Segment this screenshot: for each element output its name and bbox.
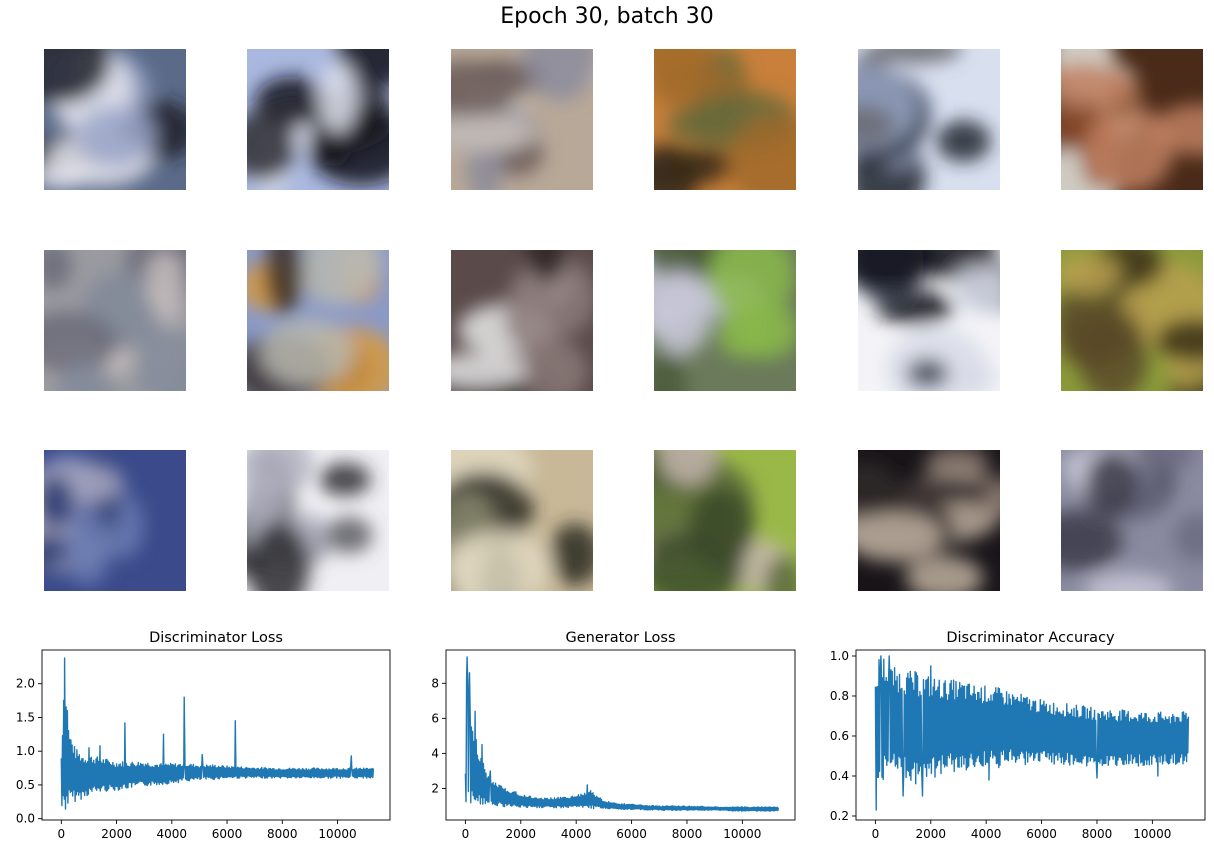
y-tick-label: 2 xyxy=(431,781,439,795)
y-tick-label: 2.0 xyxy=(16,677,35,691)
chart-svg: Discriminator Accuracy 0 2000 4000 6000 8000 1… xyxy=(830,630,1206,841)
x-tick-label: 0 xyxy=(58,827,66,841)
sample-2-4 xyxy=(654,250,796,391)
x-tick-label: 6000 xyxy=(616,827,647,841)
chart-title: Discriminator Accuracy xyxy=(946,630,1115,646)
y-tick-label: 0.6 xyxy=(830,729,849,743)
sample-1-1 xyxy=(44,49,186,190)
y-tick-label: 1.0 xyxy=(16,744,35,758)
axes-frame xyxy=(41,649,391,821)
chart-svg: Generator Loss 0 2000 4000 6000 8000 10000 2 4 6 8 xyxy=(431,630,796,841)
sample-1-6 xyxy=(1061,49,1203,190)
discriminator-accuracy-chart: Discriminator Accuracy 0 2000 4000 6000 8000 1… xyxy=(805,620,1214,853)
sample-3-3 xyxy=(451,450,593,591)
generator-loss-chart: Generator Loss 0 2000 4000 6000 8000 10000 2 4 6 8 xyxy=(400,620,805,853)
x-tick-label: 2000 xyxy=(506,827,537,841)
y-tick-label: 0.0 xyxy=(16,812,35,826)
x-tick-label: 4000 xyxy=(157,827,188,841)
sample-1-3 xyxy=(451,49,593,190)
sample-1-2 xyxy=(247,49,389,190)
y-tick-label: 0.8 xyxy=(830,689,849,703)
x-tick-label: 0 xyxy=(872,827,880,841)
sample-3-2 xyxy=(247,450,389,591)
sample-3-5 xyxy=(858,450,1000,591)
y-tick-label: 4 xyxy=(431,746,439,760)
series-line xyxy=(464,656,780,812)
x-tick-label: 0 xyxy=(462,827,470,841)
sample-2-5 xyxy=(858,250,1000,391)
x-tick-label: 10000 xyxy=(723,827,761,841)
y-tick-label: 0.2 xyxy=(830,809,849,823)
series-line xyxy=(874,655,1190,811)
sample-2-6 xyxy=(1061,250,1203,391)
x-tick-label: 2000 xyxy=(101,827,132,841)
y-tick-label: 6 xyxy=(431,711,439,725)
y-tick-label: 1.5 xyxy=(16,710,35,724)
axes-frame xyxy=(855,649,1206,821)
y-tick-label: 8 xyxy=(431,676,439,690)
x-tick-label: 10000 xyxy=(1133,827,1171,841)
x-tick-label: 2000 xyxy=(916,827,947,841)
discriminator-loss-chart: Discriminator Loss 0 2000 4000 6000 8000 10000… xyxy=(0,620,400,853)
series-line xyxy=(60,657,375,810)
sample-2-2 xyxy=(247,250,389,391)
sample-1-5 xyxy=(858,49,1000,190)
x-tick-label: 8000 xyxy=(267,827,298,841)
sample-3-4 xyxy=(654,450,796,591)
x-tick-label: 6000 xyxy=(1026,827,1057,841)
x-tick-label: 8000 xyxy=(1082,827,1113,841)
chart-title: Generator Loss xyxy=(565,630,675,646)
sample-1-4 xyxy=(654,49,796,190)
sample-2-3 xyxy=(451,250,593,391)
y-tick-label: 0.4 xyxy=(830,769,849,783)
sample-3-6 xyxy=(1061,450,1203,591)
x-tick-label: 4000 xyxy=(561,827,592,841)
x-tick-label: 10000 xyxy=(318,827,356,841)
axes-frame xyxy=(445,649,796,821)
x-tick-label: 4000 xyxy=(971,827,1002,841)
y-tick-label: 1.0 xyxy=(830,649,849,663)
y-tick-label: 0.5 xyxy=(16,778,35,792)
sample-3-1 xyxy=(44,450,186,591)
x-tick-label: 6000 xyxy=(212,827,243,841)
x-tick-label: 8000 xyxy=(672,827,703,841)
chart-title: Discriminator Loss xyxy=(149,630,283,646)
figure-title: Epoch 30, batch 30 xyxy=(500,4,714,29)
chart-svg: Discriminator Loss 0 2000 4000 6000 8000 10000… xyxy=(16,630,391,841)
sample-2-1 xyxy=(44,250,186,391)
